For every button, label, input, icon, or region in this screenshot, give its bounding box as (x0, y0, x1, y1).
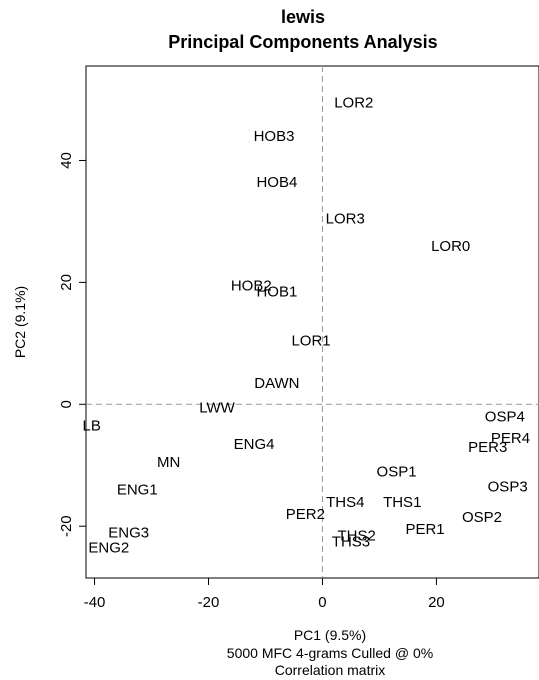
point-label-per2: PER2 (286, 506, 325, 523)
point-label-eng3: ENG3 (108, 524, 149, 541)
point-label-eng4: ENG4 (234, 436, 275, 453)
y-axis: -20 0 20 40 (58, 152, 86, 537)
point-label-per3: PER3 (468, 439, 507, 456)
x-tick-label: 0 (318, 594, 326, 611)
point-label-lor2: LOR2 (334, 95, 373, 112)
point-label-eng2: ENG2 (88, 540, 129, 557)
x-tick-label: 20 (428, 594, 445, 611)
point-label-osp2: OSP2 (462, 509, 502, 526)
point-label-osp3: OSP3 (488, 479, 528, 496)
x-tick-label: -20 (198, 594, 220, 611)
point-label-lb: LB (83, 418, 101, 435)
chart-title: lewis (281, 7, 325, 27)
point-label-hob3: HOB3 (254, 128, 295, 145)
y-tick-label: -20 (58, 515, 75, 537)
y-axis-label: PC2 (9.1%) (12, 286, 28, 358)
point-label-lor0: LOR0 (431, 238, 470, 255)
x-axis-label: PC1 (9.5%) (294, 627, 366, 643)
chart-subtitle: Principal Components Analysis (168, 32, 437, 52)
point-label-ths2: THS2 (337, 527, 375, 544)
chart-note-matrix: Correlation matrix (275, 662, 385, 678)
plot-frame (85, 65, 539, 579)
x-axis: -40 -20 0 20 (84, 578, 445, 611)
point-label-lww: LWW (199, 399, 235, 416)
point-label-hob2: HOB2 (231, 277, 272, 294)
point-label-hob1: HOB1 (256, 284, 297, 301)
point-label-ths4: THS4 (326, 494, 364, 511)
y-tick-label: 40 (58, 152, 75, 169)
point-label-lor3: LOR3 (326, 210, 365, 227)
point-label-lor1: LOR1 (291, 332, 330, 349)
point-label-per4: PER4 (491, 430, 530, 447)
chart-note-mfc: 5000 MFC 4-grams Culled @ 0% (227, 645, 433, 661)
y-tick-label: 20 (58, 274, 75, 291)
point-label-ths1: THS1 (383, 494, 421, 511)
point-label-hob4: HOB4 (256, 174, 297, 191)
point-label-eng1: ENG1 (117, 482, 158, 499)
point-label-per1: PER1 (405, 521, 444, 538)
y-tick-label: 0 (58, 400, 75, 408)
point-label-mn: MN (157, 454, 180, 471)
point-label-osp1: OSP1 (377, 463, 417, 480)
reference-lines (86, 66, 539, 578)
point-label-ths3: THS3 (332, 533, 370, 550)
point-label-dawn: DAWN (254, 375, 299, 392)
point-label-osp4: OSP4 (485, 408, 525, 425)
x-tick-label: -40 (84, 594, 106, 611)
